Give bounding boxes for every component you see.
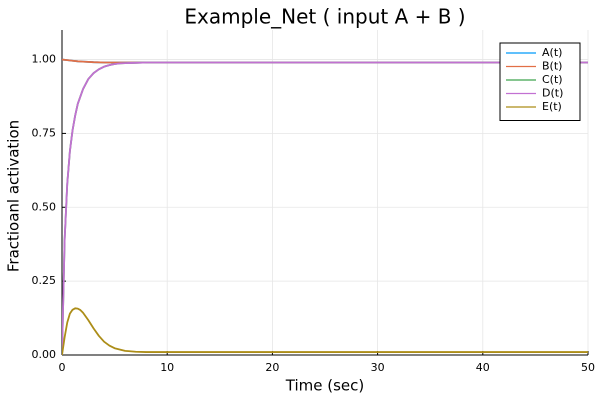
- legend-entry: A(t): [542, 46, 562, 59]
- legend-box: [499, 42, 581, 121]
- x-tick-label: 20: [265, 361, 279, 374]
- axes: 0 10 20 30 40 50 0.00 0.25 0.50 0.75 1.00: [32, 30, 595, 374]
- chart-title: Example_Net ( input A + B ): [184, 5, 465, 29]
- series-group: [62, 58, 588, 355]
- y-axis-label: Fractioanl activation: [5, 120, 23, 272]
- y-tick-label: 0.50: [32, 200, 57, 213]
- y-tick-label: 0.75: [32, 126, 57, 139]
- x-tick-label: 50: [581, 361, 595, 374]
- legend: A(t)B(t)C(t)D(t)E(t): [499, 42, 581, 121]
- legend-entry: D(t): [542, 87, 563, 100]
- legend-entry: C(t): [542, 73, 563, 86]
- x-tick-label: 10: [160, 361, 174, 374]
- legend-entry: E(t): [542, 100, 562, 113]
- y-tick-label: 1.00: [32, 53, 57, 66]
- x-tick-label: 0: [59, 361, 66, 374]
- series-line-dt: [62, 61, 588, 355]
- series-line-et: [62, 307, 588, 355]
- x-axis-label: Time (sec): [285, 377, 364, 395]
- x-tick-label: 30: [371, 361, 385, 374]
- x-tick-label: 40: [476, 361, 490, 374]
- y-tick-label: 0.00: [32, 348, 57, 361]
- legend-entry: B(t): [542, 60, 562, 73]
- y-tick-label: 0.25: [32, 274, 57, 287]
